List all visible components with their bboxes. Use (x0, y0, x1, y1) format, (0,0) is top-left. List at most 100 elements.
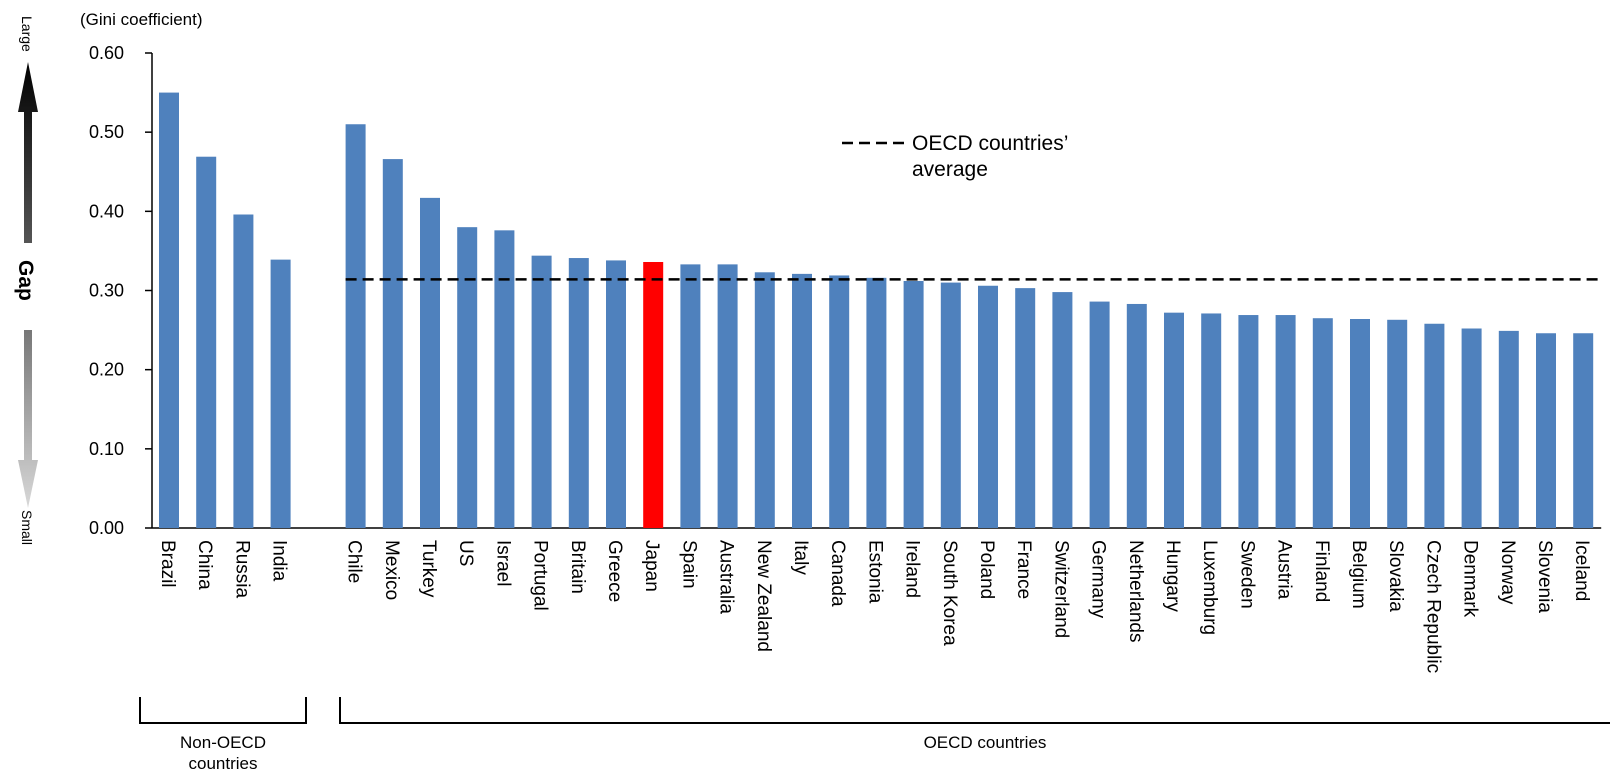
bar-iceland (1573, 333, 1594, 528)
category-label: US (455, 540, 476, 566)
gap-top-label: Large (19, 16, 35, 52)
bar-britain (568, 258, 589, 528)
bar-norway (1498, 330, 1519, 528)
bar-ireland (903, 281, 924, 528)
bar-china (196, 156, 217, 529)
y-tick-label: 0.20 (89, 360, 124, 380)
gap-arrow-down-icon (18, 330, 38, 508)
group-bracket (139, 697, 307, 724)
category-label: Slovenia (1534, 540, 1555, 613)
group-label: OECD countries (924, 733, 1047, 752)
gap-indicator: Large Gap Small (14, 16, 38, 545)
category-label: Brazil (157, 540, 178, 588)
category-label: Britain (567, 540, 588, 594)
bar-israel (494, 230, 515, 529)
category-label: Spain (678, 540, 699, 589)
category-label: Portugal (530, 540, 551, 611)
bar-south-korea (940, 282, 961, 528)
bar-spain (680, 264, 701, 528)
category-label: Finland (1311, 540, 1332, 602)
category-labels: Brazil China Russia India Chile Mexico Turkey U… (157, 540, 1592, 673)
bar-france (1015, 288, 1036, 528)
y-tick-label: 0.60 (89, 43, 124, 63)
bar-germany (1089, 301, 1110, 528)
bar-czech-republic (1424, 323, 1445, 528)
category-label: Israel (492, 540, 513, 586)
group-bracket (339, 697, 1610, 724)
category-label: Hungary (1162, 540, 1183, 612)
category-label: Turkey (418, 540, 439, 598)
bar-brazil (159, 92, 179, 528)
y-tick-label: 0.00 (89, 518, 124, 538)
legend-label-line2: average (912, 158, 988, 181)
category-label: Poland (976, 540, 997, 599)
group-brackets: Non-OECD countries OECD countries (139, 697, 1610, 773)
bar-canada (829, 275, 850, 528)
group-label: Non-OECD (180, 733, 266, 752)
y-axis-title: (Gini coefficient) (80, 10, 203, 29)
category-label: India (269, 540, 290, 582)
bar-chile (345, 124, 366, 528)
category-label: Luxemburg (1199, 540, 1220, 635)
bar-turkey (420, 197, 440, 528)
gap-center-label: Gap (14, 260, 37, 301)
category-label: Canada (827, 540, 848, 607)
y-tick-label: 0.50 (89, 122, 124, 142)
bar-mexico (382, 159, 403, 529)
bar-sweden (1238, 315, 1259, 528)
legend: OECD countries’ average (842, 132, 1068, 181)
gap-arrow-up-icon (18, 62, 38, 243)
category-label: Netherlands (1125, 540, 1146, 642)
category-label: Estonia (864, 540, 885, 604)
category-label: Ireland (902, 540, 923, 598)
category-label: China (194, 540, 215, 590)
y-tick-label: 0.10 (89, 439, 124, 459)
bar-portugal (531, 255, 552, 528)
bar-poland (978, 285, 998, 528)
category-label: South Korea (939, 540, 960, 646)
bar-us (457, 227, 478, 528)
gap-bottom-label: Small (19, 510, 35, 545)
category-label: Switzerland (1050, 540, 1071, 638)
bar-new-zealand (754, 272, 775, 528)
legend-label-line1: OECD countries’ (912, 132, 1068, 155)
category-label: Czech Republic (1422, 540, 1443, 673)
category-label: Austria (1274, 540, 1295, 600)
bar-hungary (1164, 312, 1184, 528)
bar-italy (792, 273, 812, 528)
bar-slovakia (1387, 319, 1408, 528)
bar-luxemburg (1201, 313, 1222, 528)
category-label: Belgium (1348, 540, 1369, 609)
bar-russia (233, 214, 254, 528)
category-label: Australia (716, 540, 737, 614)
y-tick-label: 0.40 (89, 201, 124, 221)
category-label: Italy (790, 540, 811, 575)
category-label: Denmark (1460, 540, 1481, 618)
category-label: France (1013, 540, 1034, 599)
bar-netherlands (1126, 303, 1147, 528)
bar-denmark (1461, 328, 1482, 528)
bars-group (159, 92, 1594, 529)
category-label: Norway (1497, 540, 1518, 605)
y-tick-label: 0.30 (89, 281, 124, 301)
bar-belgium (1350, 319, 1370, 528)
bar-greece (606, 260, 626, 528)
category-label: Germany (1088, 540, 1109, 619)
category-label: Chile (344, 540, 365, 583)
bar-austria (1275, 315, 1296, 528)
category-label: Mexico (381, 540, 402, 600)
bar-finland (1312, 318, 1333, 528)
category-label: Russia (231, 540, 252, 599)
bar-japan (643, 262, 664, 528)
bar-slovenia (1536, 333, 1556, 528)
group-label-line2: countries (189, 754, 258, 773)
category-label: Japan (641, 540, 662, 592)
bar-australia (717, 264, 738, 528)
bar-estonia (866, 277, 887, 528)
category-label: Sweden (1236, 540, 1257, 609)
category-label: New Zealand (753, 540, 774, 652)
category-label: Iceland (1571, 540, 1592, 601)
bar-switzerland (1052, 292, 1073, 528)
